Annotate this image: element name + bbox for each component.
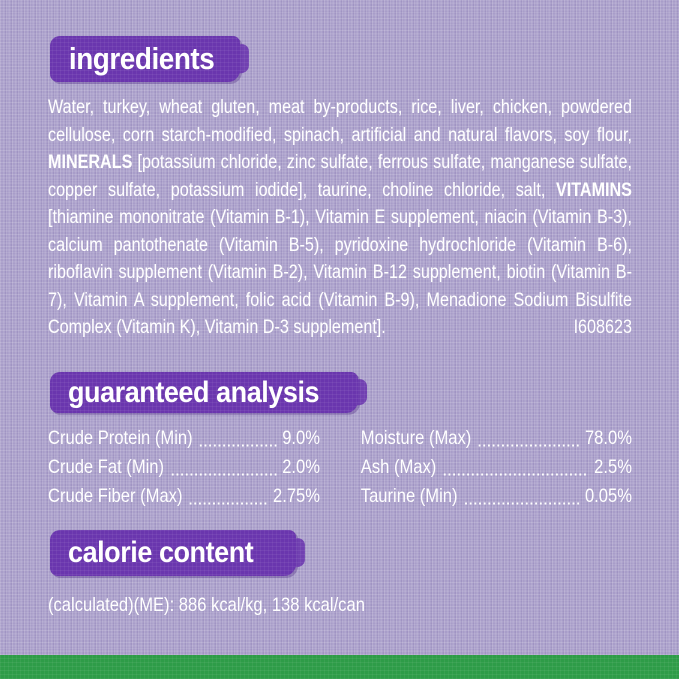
ingredients-section-body: Water, turkey, wheat gluten, meat by-pro… xyxy=(48,94,632,342)
calorie-content-section-body: (calculated)(ME): 886 kcal/kg, 138 kcal/… xyxy=(48,592,632,618)
ga-row: Taurine (Min) 0.05% xyxy=(361,482,632,511)
ingredient-text: Water, turkey, wheat gluten, meat by-pro… xyxy=(48,97,632,146)
ingredient-text: [potassium chloride, zinc sulfate, ferro… xyxy=(48,152,632,201)
ga-row: Ash (Max) 2.5% xyxy=(361,453,632,482)
calorie-content-section-title: calorie content xyxy=(68,536,254,569)
calorie-content-section-header: calorie content xyxy=(50,530,296,576)
ga-row-value: 2.5% xyxy=(594,456,632,478)
ga-row-label: Crude Fat (Min) xyxy=(48,456,165,478)
ingredient-group-name: VITAMINS xyxy=(555,179,632,201)
dot-leader xyxy=(198,444,277,447)
ga-row-value: 78.0% xyxy=(584,427,632,449)
ga-row-value: 0.05% xyxy=(584,485,632,507)
ga-row-label: Ash (Max) xyxy=(360,456,437,478)
ga-row-label: Moisture (Max) xyxy=(360,427,472,449)
ingredients-paragraph: Water, turkey, wheat gluten, meat by-pro… xyxy=(48,94,632,342)
ga-row: Crude Fiber (Max) 2.75% xyxy=(48,482,320,511)
ga-row-label: Crude Protein (Min) xyxy=(48,427,193,449)
ga-column-left: Crude Protein (Min) 9.0% Crude Fat (Min)… xyxy=(48,424,320,511)
ingredient-text: [thiamine mononitrate (Vitamin B-1), Vit… xyxy=(48,207,632,338)
ingredient-group-name: MINERALS xyxy=(48,152,133,173)
dot-leader xyxy=(477,444,579,447)
ingredients-section-header: ingredients xyxy=(50,36,240,82)
guaranteed-analysis-section-header: guaranteed analysis xyxy=(50,372,358,413)
ga-column-right: Moisture (Max) 78.0% Ash (Max) 2.5% Taur… xyxy=(361,424,632,511)
item-code: I608623 xyxy=(573,317,632,338)
ga-row: Crude Protein (Min) 9.0% xyxy=(48,424,320,453)
ga-row-label: Taurine (Min) xyxy=(360,485,458,507)
dot-leader xyxy=(463,502,579,505)
guaranteed-analysis-section-title: guaranteed analysis xyxy=(68,376,320,409)
ga-row-value: 9.0% xyxy=(282,427,320,449)
calorie-content-line: (calculated)(ME): 886 kcal/kg, 138 kcal/… xyxy=(48,594,365,616)
ga-row-value: 2.0% xyxy=(282,456,320,478)
dot-leader xyxy=(170,473,277,476)
ga-row-label: Crude Fiber (Max) xyxy=(48,485,183,507)
ga-row: Crude Fat (Min) 2.0% xyxy=(48,453,320,482)
ga-row: Moisture (Max) 78.0% xyxy=(361,424,632,453)
guaranteed-analysis-table: Crude Protein (Min) 9.0% Crude Fat (Min)… xyxy=(48,424,632,511)
green-bottom-stripe xyxy=(0,655,679,679)
ga-row-value: 2.75% xyxy=(272,485,320,507)
dot-leader xyxy=(188,502,268,505)
ingredients-section-title: ingredients xyxy=(68,41,215,76)
dot-leader xyxy=(442,473,589,476)
